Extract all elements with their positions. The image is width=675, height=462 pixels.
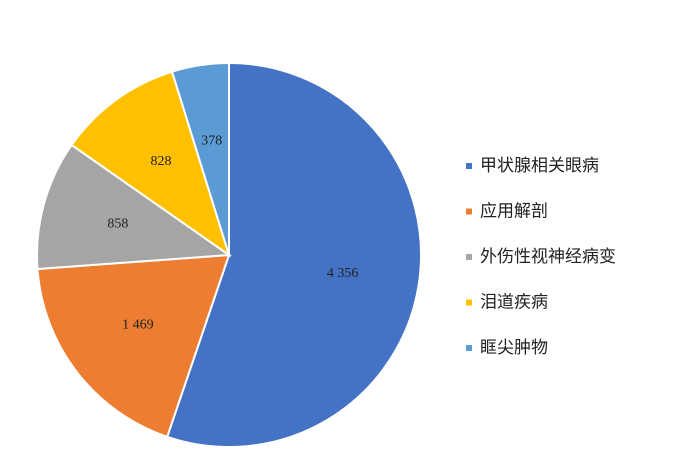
- data-label: 4 356: [327, 266, 359, 281]
- data-label: 378: [201, 133, 222, 148]
- pie-slice: [70, 70, 231, 258]
- legend-marker: [466, 208, 472, 215]
- legend-marker: [466, 254, 472, 260]
- pie-slice: [165, 61, 422, 448]
- legend-marker: [466, 345, 472, 351]
- legend-marker: [466, 299, 472, 306]
- pie-slice: [36, 253, 231, 439]
- data-label: 1 469: [122, 318, 154, 333]
- data-label: 828: [151, 154, 172, 169]
- pie-slice: [36, 143, 232, 271]
- legend-label: 甲状腺相关眼病: [480, 156, 599, 176]
- legend-label: 泪道疾病: [480, 293, 548, 313]
- legend-label: 外伤性视神经病变: [480, 247, 616, 267]
- legend-label: 眶尖肿物: [480, 338, 548, 358]
- data-label: 858: [107, 217, 128, 232]
- legend-label: 应用解剖: [480, 202, 548, 222]
- pie-slice: [170, 61, 230, 256]
- legend-marker: [466, 163, 472, 169]
